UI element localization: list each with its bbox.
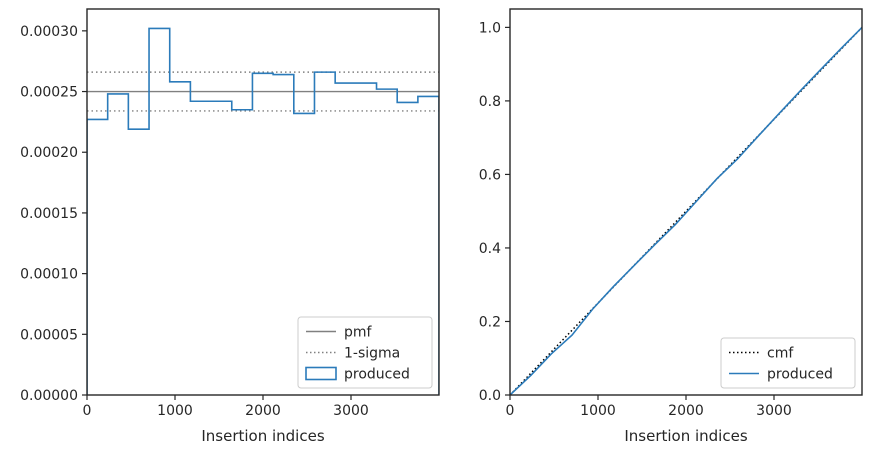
series-produced-line <box>87 27 439 395</box>
legend-label-produced: produced <box>344 367 410 383</box>
x-tick-label: 3000 <box>756 403 792 419</box>
x-tick-label: 2000 <box>668 403 704 419</box>
legend: cmf produced <box>720 337 856 389</box>
y-tick-label: 0.00020 <box>20 145 78 161</box>
x-tick-label: 0 <box>83 403 92 419</box>
y-tick-label: 0.00030 <box>20 24 78 40</box>
x-tick-label: 2000 <box>245 403 281 419</box>
plot-data-area <box>510 26 862 395</box>
y-tick-label: 0.8 <box>479 94 501 110</box>
chart-panel-1: 0 1000 2000 3000 0.00000 0.00005 0.00010 0.0001… <box>20 8 440 445</box>
y-tick-label: 1.0 <box>479 20 501 36</box>
y-tick-label: 0.0 <box>479 388 501 404</box>
x-axis-label: Insertion indices <box>624 427 747 445</box>
y-tick-label: 0.00025 <box>20 85 78 101</box>
y-tick-label: 0.00005 <box>20 327 78 343</box>
series-produced-line <box>510 26 862 395</box>
x-axis-label: Insertion indices <box>201 427 324 445</box>
chart-panel-2: 0 1000 2000 3000 0.0 0.2 0.4 0.6 0.8 1.0 Insertion… <box>479 8 863 445</box>
y-tick-label: 0.6 <box>479 167 501 183</box>
plot-data-area <box>87 27 439 395</box>
legend: pmf 1-sigma produced <box>297 316 433 389</box>
y-tick-label: 0.00000 <box>20 388 78 404</box>
x-tick-label: 1000 <box>580 403 616 419</box>
x-tick-label: 1000 <box>157 403 193 419</box>
legend-label-produced: produced <box>767 367 833 383</box>
y-tick-label: 0.00010 <box>20 267 78 283</box>
legend-label-pmf: pmf <box>344 325 373 341</box>
legend-swatch-produced <box>305 366 337 381</box>
y-tick-label: 0.4 <box>479 241 501 257</box>
legend-label-1-sigma: 1-sigma <box>344 346 400 362</box>
x-tick-label: 3000 <box>333 403 369 419</box>
y-tick-label: 0.2 <box>479 314 501 330</box>
y-tick-label: 0.00015 <box>20 206 78 222</box>
x-tick-label: 0 <box>506 403 515 419</box>
legend-box <box>297 316 433 389</box>
legend-label-cmf: cmf <box>767 346 794 362</box>
legend-box <box>720 337 856 389</box>
plot-frame <box>509 8 863 396</box>
